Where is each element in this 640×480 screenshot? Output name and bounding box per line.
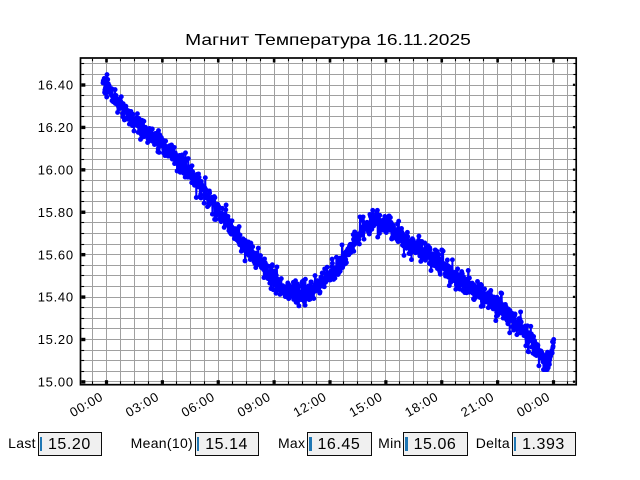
svg-text:00:00: 00:00 xyxy=(67,389,106,420)
svg-text:16.00: 16.00 xyxy=(38,162,74,177)
svg-text:15.60: 15.60 xyxy=(38,247,74,262)
svg-text:16.20: 16.20 xyxy=(38,120,74,135)
svg-text:09:00: 09:00 xyxy=(235,389,274,420)
svg-text:00:00: 00:00 xyxy=(514,389,553,420)
svg-text:15.20: 15.20 xyxy=(38,332,74,347)
svg-text:18:00: 18:00 xyxy=(402,389,441,420)
svg-text:15.40: 15.40 xyxy=(38,290,74,305)
svg-text:16.40: 16.40 xyxy=(38,78,74,93)
svg-text:12:00: 12:00 xyxy=(290,389,329,420)
svg-text:15:00: 15:00 xyxy=(346,389,385,420)
svg-text:15.00: 15.00 xyxy=(38,375,74,390)
svg-text:06:00: 06:00 xyxy=(179,389,218,420)
svg-text:21:00: 21:00 xyxy=(458,389,497,420)
svg-text:03:00: 03:00 xyxy=(123,389,162,420)
svg-text:15.80: 15.80 xyxy=(38,205,74,220)
